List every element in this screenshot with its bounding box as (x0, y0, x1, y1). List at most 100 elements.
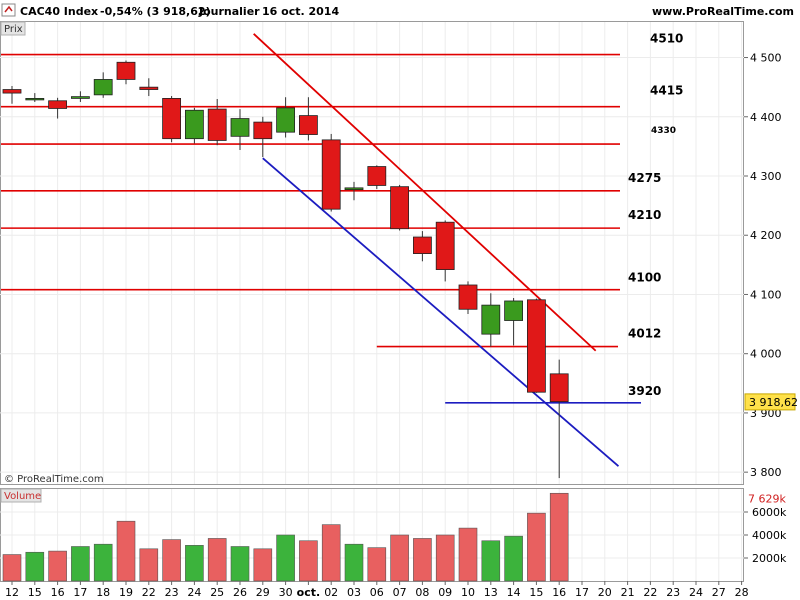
copyright-text: © ProRealTime.com (4, 474, 104, 485)
price-pane-label-box (0, 21, 26, 36)
volume-bar (185, 545, 204, 582)
volume-bar (413, 538, 432, 582)
x-tick-label: 18 (96, 586, 110, 599)
volume-bar (162, 539, 181, 582)
candle-up (276, 107, 296, 133)
x-tick-label: 09 (438, 586, 452, 599)
candle-up (504, 300, 524, 321)
volume-bar (527, 512, 546, 582)
x-tick-label: 21 (621, 586, 635, 599)
volume-bar (549, 492, 569, 582)
level-label: 4415 (650, 84, 683, 98)
candle-down (527, 299, 546, 393)
volume-bar (116, 520, 136, 582)
volume-bar (25, 551, 45, 582)
level-label: 4100 (628, 271, 661, 285)
candle-up (93, 79, 113, 96)
level-label: 4510 (650, 32, 683, 46)
x-tick-label: 03 (347, 586, 361, 599)
x-tick-label: 22 (142, 586, 156, 599)
x-tick-label: 15 (28, 586, 42, 599)
volume-y-tick-label: 4000k (752, 529, 787, 542)
x-tick-label: 17 (73, 586, 87, 599)
volume-y-tick-label: 6000k (752, 506, 787, 519)
candle-down (298, 115, 318, 135)
volume-bar (435, 534, 455, 582)
x-tick-label: 24 (187, 586, 201, 599)
volume-bar (458, 527, 478, 582)
price-pane-label: Prix (4, 24, 23, 35)
price-levels: 4510 4415 4330 4275 4210 4100 4012 3920 (1, 32, 683, 404)
candle-down (435, 221, 455, 270)
y-tick-label: 4 200 (750, 229, 782, 242)
x-tick-label: 22 (643, 586, 657, 599)
candle-up (230, 118, 250, 137)
x-tick-label: 16 (552, 586, 566, 599)
x-tick-label: 26 (233, 586, 247, 599)
x-tick-label: 15 (529, 586, 543, 599)
volume-bar (367, 547, 387, 582)
candle-down (253, 121, 273, 140)
x-tick-label: 25 (210, 586, 224, 599)
header-period: Journalier (198, 5, 260, 18)
x-tick-label: 12 (5, 586, 19, 599)
x-tick-label: 30 (279, 586, 293, 599)
candle-up (184, 109, 204, 140)
volume-pane-label-box (0, 488, 42, 503)
candle-down (139, 86, 159, 90)
volume-bar (71, 546, 90, 582)
candle-down (48, 100, 67, 109)
volume-last-label: 7 629k (748, 492, 786, 505)
volume-bar (481, 540, 501, 582)
x-tick-label: 23 (165, 586, 179, 599)
candle-down (390, 186, 410, 230)
volume-bars (2, 492, 569, 582)
level-label: 4330 (651, 126, 676, 136)
y-tick-label: 3 800 (750, 466, 782, 479)
candle-down (321, 139, 341, 210)
candle-up (344, 187, 364, 191)
x-tick-label: 08 (415, 586, 429, 599)
candle-down (207, 108, 227, 141)
x-tick-label: 13 (484, 586, 498, 599)
last-price-box (744, 393, 796, 411)
candle-down (162, 98, 182, 140)
x-tick-label: oct. (297, 586, 321, 599)
candle-down (2, 89, 22, 94)
header-date: 16 oct. 2014 (262, 5, 339, 18)
x-tick-label: 14 (507, 586, 521, 599)
volume-bar (139, 548, 159, 582)
chart-menu-icon[interactable] (1, 3, 16, 17)
x-tick-label: 06 (370, 586, 384, 599)
volume-pane-label: Volume (4, 491, 41, 502)
candle-down (412, 236, 432, 254)
header-change: -0,54% (3 918,62) (100, 5, 211, 18)
y-tick-label: 4 100 (750, 288, 782, 301)
volume-bar (321, 524, 341, 582)
volume-bar (276, 534, 295, 582)
volume-bar (2, 554, 22, 582)
y-tick-label: 4 500 (750, 52, 782, 65)
x-tick-label: 10 (461, 586, 475, 599)
candle-down (549, 373, 569, 403)
level-label: 4012 (628, 327, 661, 341)
candle-up (481, 304, 501, 335)
candle-down (367, 166, 387, 186)
date-axis: 12 15 16 17 18 19 22 23 24 25 26 29 30 oct. 02 03 06 07 08… (5, 581, 749, 599)
level-label: 4210 (628, 208, 661, 222)
x-tick-label: 19 (119, 586, 133, 599)
volume-bar (504, 535, 523, 582)
header-symbol: CAC40 Index (20, 5, 98, 18)
candle-up (25, 98, 45, 101)
header-website[interactable]: www.ProRealTime.com (652, 5, 794, 18)
x-tick-label: 16 (51, 586, 65, 599)
x-tick-label: 27 (712, 586, 726, 599)
x-tick-label: 24 (689, 586, 703, 599)
volume-bar (48, 550, 67, 582)
x-tick-label: 17 (575, 586, 589, 599)
candle-up (71, 96, 90, 99)
volume-bar (207, 538, 227, 582)
y-tick-label: 4 000 (750, 348, 782, 361)
